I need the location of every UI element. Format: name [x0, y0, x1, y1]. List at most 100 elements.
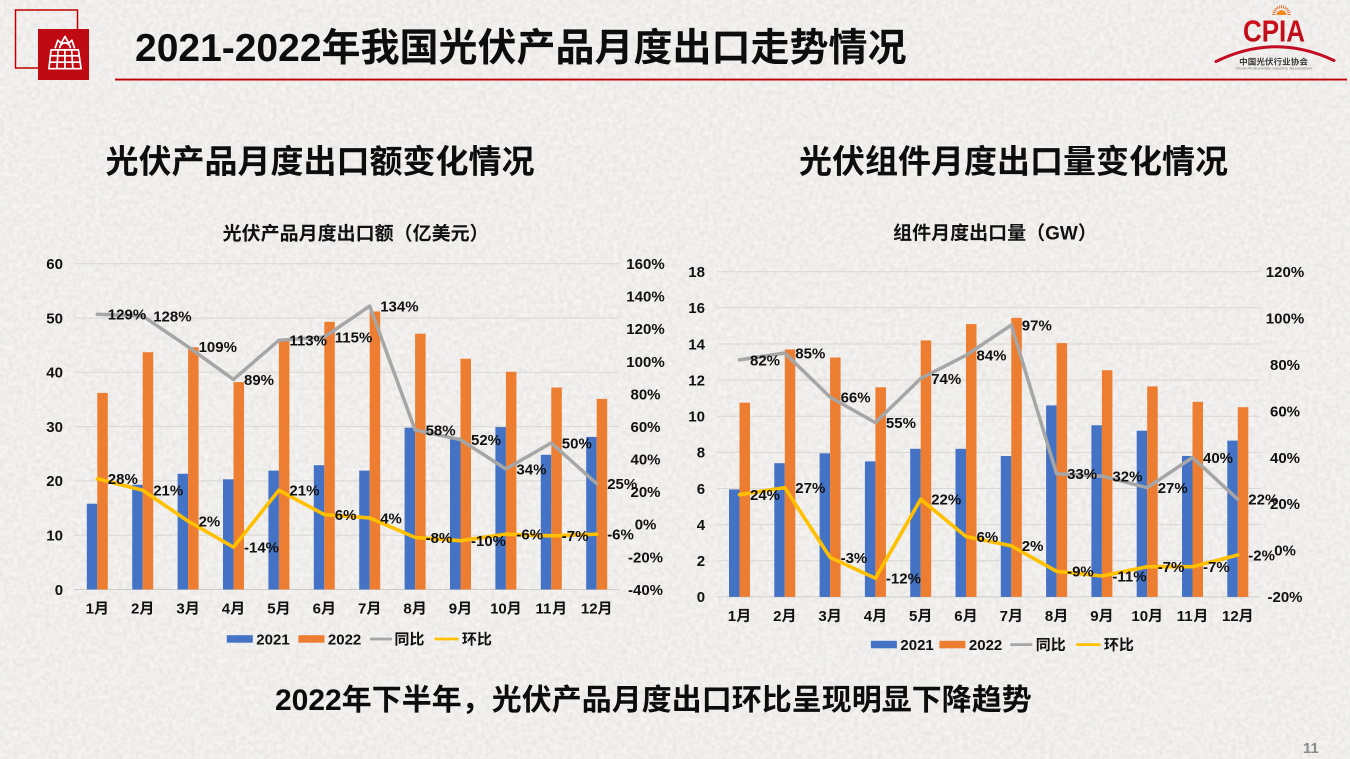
svg-text:0: 0	[55, 582, 63, 599]
svg-text:-14%: -14%	[244, 540, 279, 557]
svg-text:60%: 60%	[631, 419, 661, 436]
svg-text:113%: 113%	[289, 333, 327, 350]
svg-text:6%: 6%	[335, 507, 357, 524]
svg-text:8: 8	[403, 601, 411, 618]
svg-text:30: 30	[46, 419, 63, 436]
svg-text:66%: 66%	[841, 390, 871, 407]
svg-text:2%: 2%	[1022, 538, 1044, 555]
svg-text:33%: 33%	[1067, 466, 1097, 483]
svg-text:11: 11	[1303, 740, 1319, 757]
svg-text:2%: 2%	[199, 514, 221, 531]
svg-text:20%: 20%	[631, 484, 661, 501]
svg-text:-7%: -7%	[562, 528, 589, 545]
svg-text:34%: 34%	[516, 461, 546, 478]
svg-text:3: 3	[176, 601, 184, 618]
svg-text:4%: 4%	[380, 510, 402, 527]
svg-text:97%: 97%	[1022, 318, 1052, 335]
svg-text:109%: 109%	[199, 339, 237, 356]
svg-text:160%: 160%	[626, 256, 664, 273]
svg-text:0%: 0%	[1274, 543, 1296, 560]
svg-text:85%: 85%	[795, 345, 825, 362]
svg-text:6%: 6%	[977, 529, 999, 546]
svg-text:2: 2	[697, 553, 705, 570]
svg-text:CPIA: CPIA	[1243, 14, 1305, 49]
svg-text:7: 7	[358, 601, 366, 618]
svg-text:2021: 2021	[256, 631, 289, 648]
svg-text:140%: 140%	[626, 289, 664, 306]
svg-text:-12%: -12%	[886, 571, 921, 588]
svg-text:82%: 82%	[750, 352, 780, 369]
svg-text:-20%: -20%	[1268, 589, 1303, 606]
svg-text:2022: 2022	[275, 684, 342, 717]
svg-text:20%: 20%	[1270, 496, 1300, 513]
svg-text:40%: 40%	[631, 452, 661, 469]
svg-text:3: 3	[818, 608, 826, 625]
svg-text:100%: 100%	[1266, 310, 1304, 327]
svg-text:22%: 22%	[1248, 492, 1278, 509]
svg-text:25%: 25%	[607, 476, 637, 493]
svg-text:GW: GW	[1045, 224, 1078, 245]
svg-text:84%: 84%	[977, 348, 1007, 365]
svg-text:28%: 28%	[108, 471, 138, 488]
svg-text:-7%: -7%	[1203, 559, 1230, 576]
svg-text:-6%: -6%	[607, 527, 634, 544]
svg-text:55%: 55%	[886, 415, 916, 432]
svg-text:5: 5	[267, 601, 275, 618]
svg-text:16: 16	[688, 300, 705, 317]
svg-text:4: 4	[697, 517, 706, 534]
svg-text:74%: 74%	[931, 371, 961, 388]
svg-text:2022: 2022	[328, 631, 361, 648]
svg-text:10: 10	[688, 409, 705, 426]
svg-text:50: 50	[46, 310, 63, 327]
svg-text:129%: 129%	[108, 307, 146, 324]
svg-text:24%: 24%	[750, 487, 780, 504]
svg-text:9: 9	[449, 601, 457, 618]
svg-text:6: 6	[954, 608, 962, 625]
svg-text:10: 10	[490, 601, 507, 618]
svg-text:-8%: -8%	[426, 530, 453, 547]
svg-text:-11%: -11%	[1112, 568, 1146, 585]
svg-text:120%: 120%	[626, 321, 664, 338]
svg-text:12: 12	[1222, 608, 1239, 625]
svg-text:21%: 21%	[289, 483, 319, 500]
svg-text:40%: 40%	[1203, 450, 1233, 467]
svg-text:11: 11	[1177, 608, 1193, 625]
svg-text:60: 60	[46, 256, 63, 273]
svg-text:-3%: -3%	[841, 550, 868, 567]
svg-text:-6%: -6%	[516, 527, 543, 544]
svg-text:27%: 27%	[1158, 480, 1188, 497]
svg-text:0: 0	[697, 589, 705, 606]
svg-text:40: 40	[46, 365, 63, 382]
svg-text:40%: 40%	[1270, 450, 1300, 467]
svg-text:58%: 58%	[426, 422, 456, 439]
svg-text:8: 8	[697, 445, 705, 462]
svg-text:5: 5	[909, 608, 917, 625]
svg-text:-7%: -7%	[1158, 559, 1185, 576]
svg-text:China Photovoltaic Industry As: China Photovoltaic Industry Association	[1235, 66, 1312, 71]
svg-text:10: 10	[1131, 608, 1148, 625]
svg-text:-10%: -10%	[471, 533, 506, 550]
svg-text:-9%: -9%	[1067, 564, 1094, 581]
svg-text:27%: 27%	[795, 480, 825, 497]
svg-text:1: 1	[86, 601, 94, 618]
svg-text:6: 6	[313, 601, 321, 618]
svg-text:4: 4	[864, 608, 873, 625]
svg-text:21%: 21%	[153, 483, 183, 500]
svg-text:-2%: -2%	[1248, 547, 1275, 564]
svg-text:60%: 60%	[1270, 403, 1300, 420]
svg-text:11: 11	[536, 601, 552, 618]
svg-text:8: 8	[1045, 608, 1053, 625]
svg-text:7: 7	[1000, 608, 1008, 625]
svg-text:52%: 52%	[471, 432, 501, 449]
svg-text:4: 4	[222, 601, 231, 618]
svg-text:134%: 134%	[380, 299, 418, 316]
svg-text:9: 9	[1090, 608, 1098, 625]
svg-text:2021: 2021	[900, 637, 933, 654]
svg-text:50%: 50%	[562, 435, 592, 452]
svg-text:-20%: -20%	[628, 549, 663, 566]
svg-text:12: 12	[688, 372, 705, 389]
svg-text:20: 20	[46, 473, 63, 490]
svg-text:1: 1	[728, 608, 736, 625]
svg-text:0%: 0%	[635, 517, 657, 534]
svg-text:12: 12	[581, 601, 598, 618]
